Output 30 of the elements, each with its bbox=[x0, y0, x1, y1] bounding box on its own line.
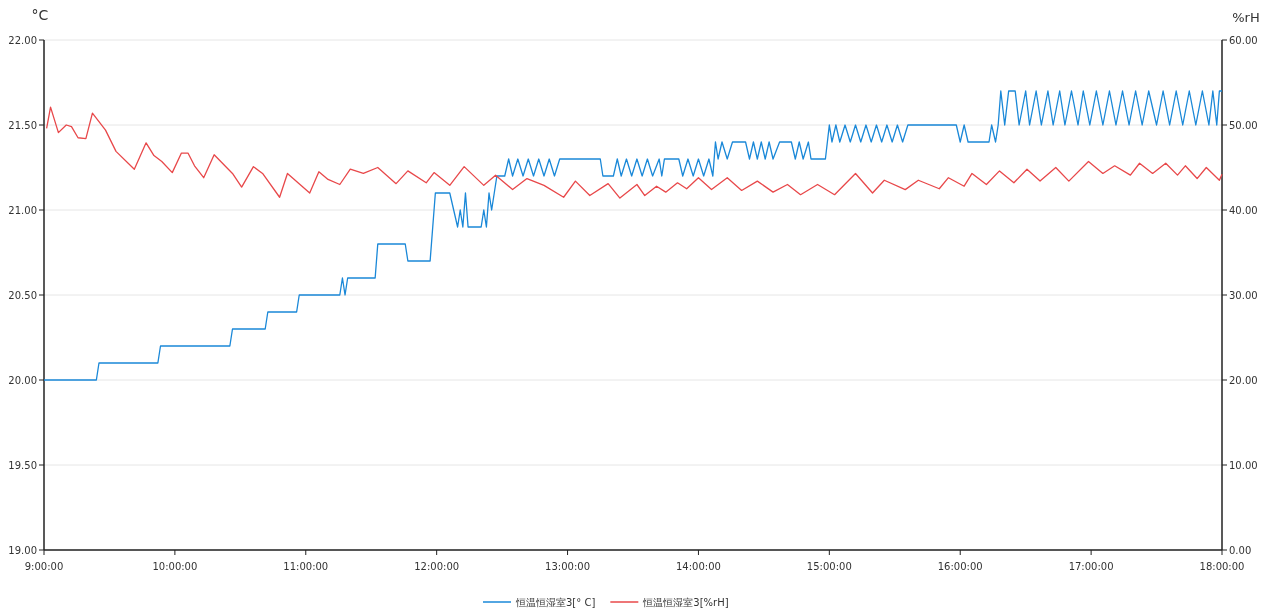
y2-tick-label: 40.00 bbox=[1229, 205, 1258, 216]
x-tick-label: 11:00:00 bbox=[283, 561, 329, 572]
y-tick-label: 21.00 bbox=[8, 205, 37, 216]
y-axis-title: °C bbox=[31, 7, 49, 23]
y-tick-label: 19.00 bbox=[8, 545, 37, 556]
y-tick-label: 20.00 bbox=[8, 375, 37, 386]
y2-tick-label: 20.00 bbox=[1229, 375, 1258, 386]
x-tick-label: 13:00:00 bbox=[545, 561, 591, 572]
x-tick-label: 15:00:00 bbox=[806, 561, 852, 572]
y2-tick-label: 50.00 bbox=[1229, 120, 1258, 131]
y-tick-label: 21.50 bbox=[8, 120, 37, 131]
y2-tick-label: 30.00 bbox=[1229, 290, 1258, 301]
legend-label: 恒温恒湿室3[%rH] bbox=[642, 597, 729, 608]
y-tick-label: 22.00 bbox=[8, 35, 37, 46]
x-tick-label: 10:00:00 bbox=[152, 561, 198, 572]
y2-axis-title: %rH bbox=[1232, 10, 1260, 25]
x-tick-label: 12:00:00 bbox=[414, 561, 460, 572]
y2-tick-label: 60.00 bbox=[1229, 35, 1258, 46]
line-series bbox=[43, 90, 1223, 381]
x-tick-label: 17:00:00 bbox=[1068, 561, 1114, 572]
y2-tick-label: 10.00 bbox=[1229, 460, 1258, 471]
x-tick-label: 14:00:00 bbox=[675, 561, 721, 572]
line-series bbox=[45, 106, 1223, 199]
x-tick-label: 16:00:00 bbox=[937, 561, 983, 572]
legend-label: 恒温恒湿室3[° C] bbox=[515, 597, 596, 608]
x-tick-label: 9:00:00 bbox=[24, 561, 64, 572]
y2-tick-label: 0.00 bbox=[1229, 545, 1252, 556]
y-tick-label: 20.50 bbox=[8, 290, 37, 301]
x-tick-label: 18:00:00 bbox=[1199, 561, 1245, 572]
y-tick-label: 19.50 bbox=[8, 460, 37, 471]
